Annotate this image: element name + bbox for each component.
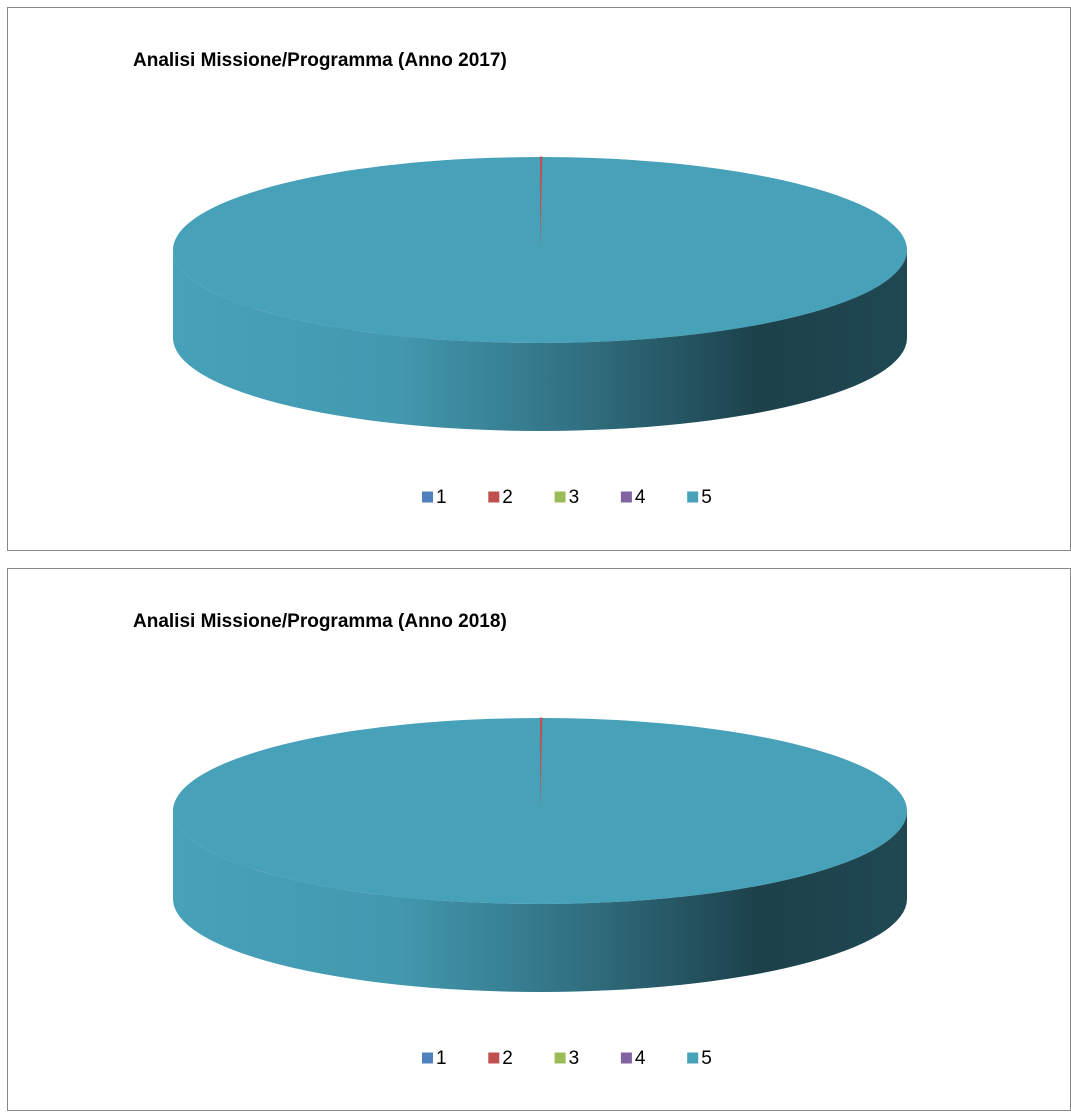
legend-label: 4 [635, 487, 646, 508]
pie-slice [539, 717, 543, 812]
legend-label: 1 [436, 1048, 447, 1069]
legend-swatch [554, 491, 566, 503]
legend-swatch [687, 491, 699, 503]
legend-label: 4 [635, 1048, 646, 1069]
legend-swatch [620, 491, 632, 503]
legend-label: 3 [569, 487, 580, 508]
legend-swatch [620, 1052, 632, 1064]
legend-label: 3 [569, 1048, 580, 1069]
legend-swatch [554, 1052, 566, 1064]
legend-swatch [422, 491, 433, 503]
legend-label: 5 [701, 487, 712, 508]
chart-title: Analisi Missione/Programma (Anno 2017) [133, 50, 507, 71]
legend-label: 2 [502, 1048, 513, 1069]
pie-slice [172, 157, 907, 343]
legend-swatch [687, 1052, 699, 1064]
legend-label: 1 [436, 487, 447, 508]
legend-label: 2 [502, 487, 513, 508]
legend-label: 5 [701, 1048, 712, 1069]
legend-swatch [488, 491, 500, 503]
chart: Analisi Missione/Programma (Anno 2018) 1 2… [7, 568, 1071, 1111]
pie-slice [172, 718, 907, 904]
pie-slice [539, 156, 543, 251]
chart: Analisi Missione/Programma (Anno 2017) 1 2… [7, 7, 1071, 551]
chart-title: Analisi Missione/Programma (Anno 2018) [133, 611, 507, 632]
side-shade [173, 811, 907, 992]
side-shade [173, 250, 907, 431]
legend-swatch [422, 1052, 433, 1064]
legend-swatch [488, 1052, 500, 1064]
